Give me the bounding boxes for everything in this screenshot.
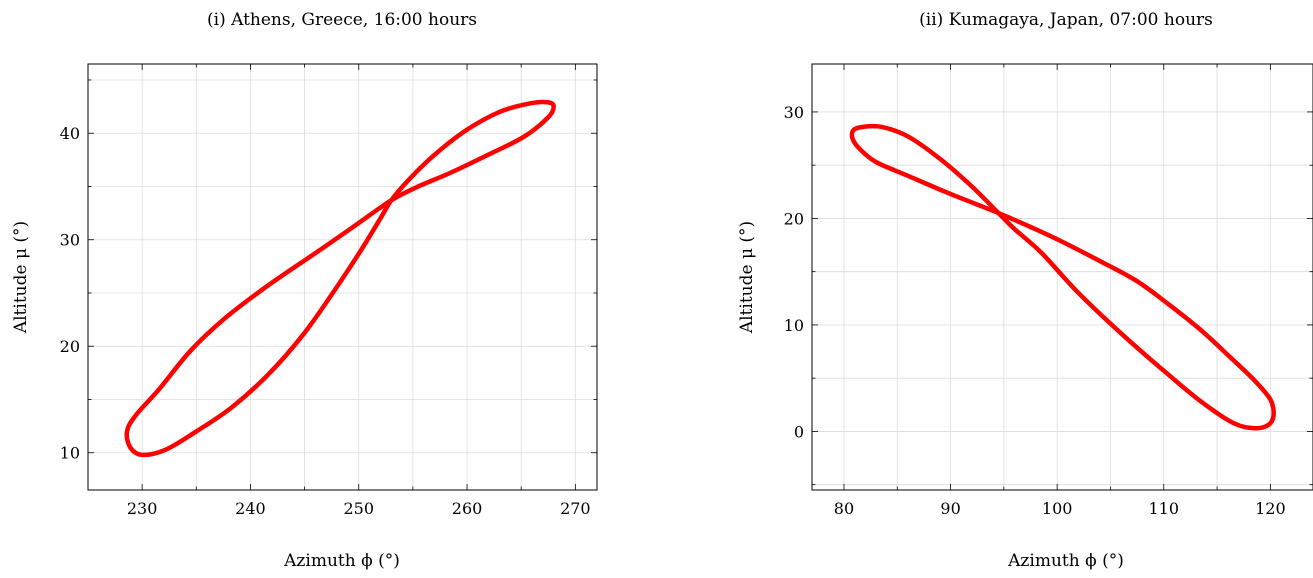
analemma-line: [124, 99, 556, 458]
plot-frame: [87, 63, 598, 491]
x-tick-label: 80: [834, 499, 854, 518]
chart-title: (i) Athens, Greece, 16:00 hours: [207, 10, 477, 30]
chart-panel-kumagaya: (ii) Kumagaya, Japan, 07:00 hours 80 90 10…: [737, 10, 1313, 571]
x-tick-label: 250: [343, 499, 374, 518]
plot-series: [124, 99, 556, 458]
x-tick-label: 240: [235, 499, 266, 518]
y-tick-label: 30: [60, 231, 80, 250]
grid: [87, 64, 597, 490]
x-tick-label: 120: [1255, 499, 1286, 518]
x-tick-label: 110: [1148, 499, 1179, 518]
y-tick-label: 0: [794, 422, 804, 441]
chart-title: (ii) Kumagaya, Japan, 07:00 hours: [919, 10, 1213, 30]
plot-series: [849, 123, 1276, 431]
y-tick-label: 40: [60, 124, 80, 143]
x-tick-label: 230: [127, 499, 158, 518]
y-tick-label: 20: [784, 209, 804, 228]
plot-frame: [811, 63, 1313, 491]
y-tick-label: 10: [60, 444, 80, 463]
x-tick-label: 270: [560, 499, 591, 518]
y-tick-label: 20: [60, 337, 80, 356]
ticks: 80 90 100 110 120 0 10 20 30: [784, 64, 1313, 518]
x-axis-label: Azimuth ϕ (°): [283, 551, 400, 571]
y-axis-label: Altitude μ (°): [11, 221, 31, 334]
grid: [812, 64, 1313, 490]
y-tick-label: 10: [784, 316, 804, 335]
ticks: 230 240 250 260 270 10 20 30 40: [60, 64, 597, 518]
y-tick-label: 30: [784, 103, 804, 122]
x-axis-label: Azimuth ϕ (°): [1007, 551, 1124, 571]
x-tick-label: 90: [940, 499, 960, 518]
y-axis-label: Altitude μ (°): [737, 221, 757, 334]
chart-panel-athens: (i) Athens, Greece, 16:00 hours 230 240 25…: [11, 10, 598, 571]
x-tick-label: 100: [1042, 499, 1073, 518]
x-tick-label: 260: [452, 499, 483, 518]
analemma-line: [849, 123, 1276, 431]
